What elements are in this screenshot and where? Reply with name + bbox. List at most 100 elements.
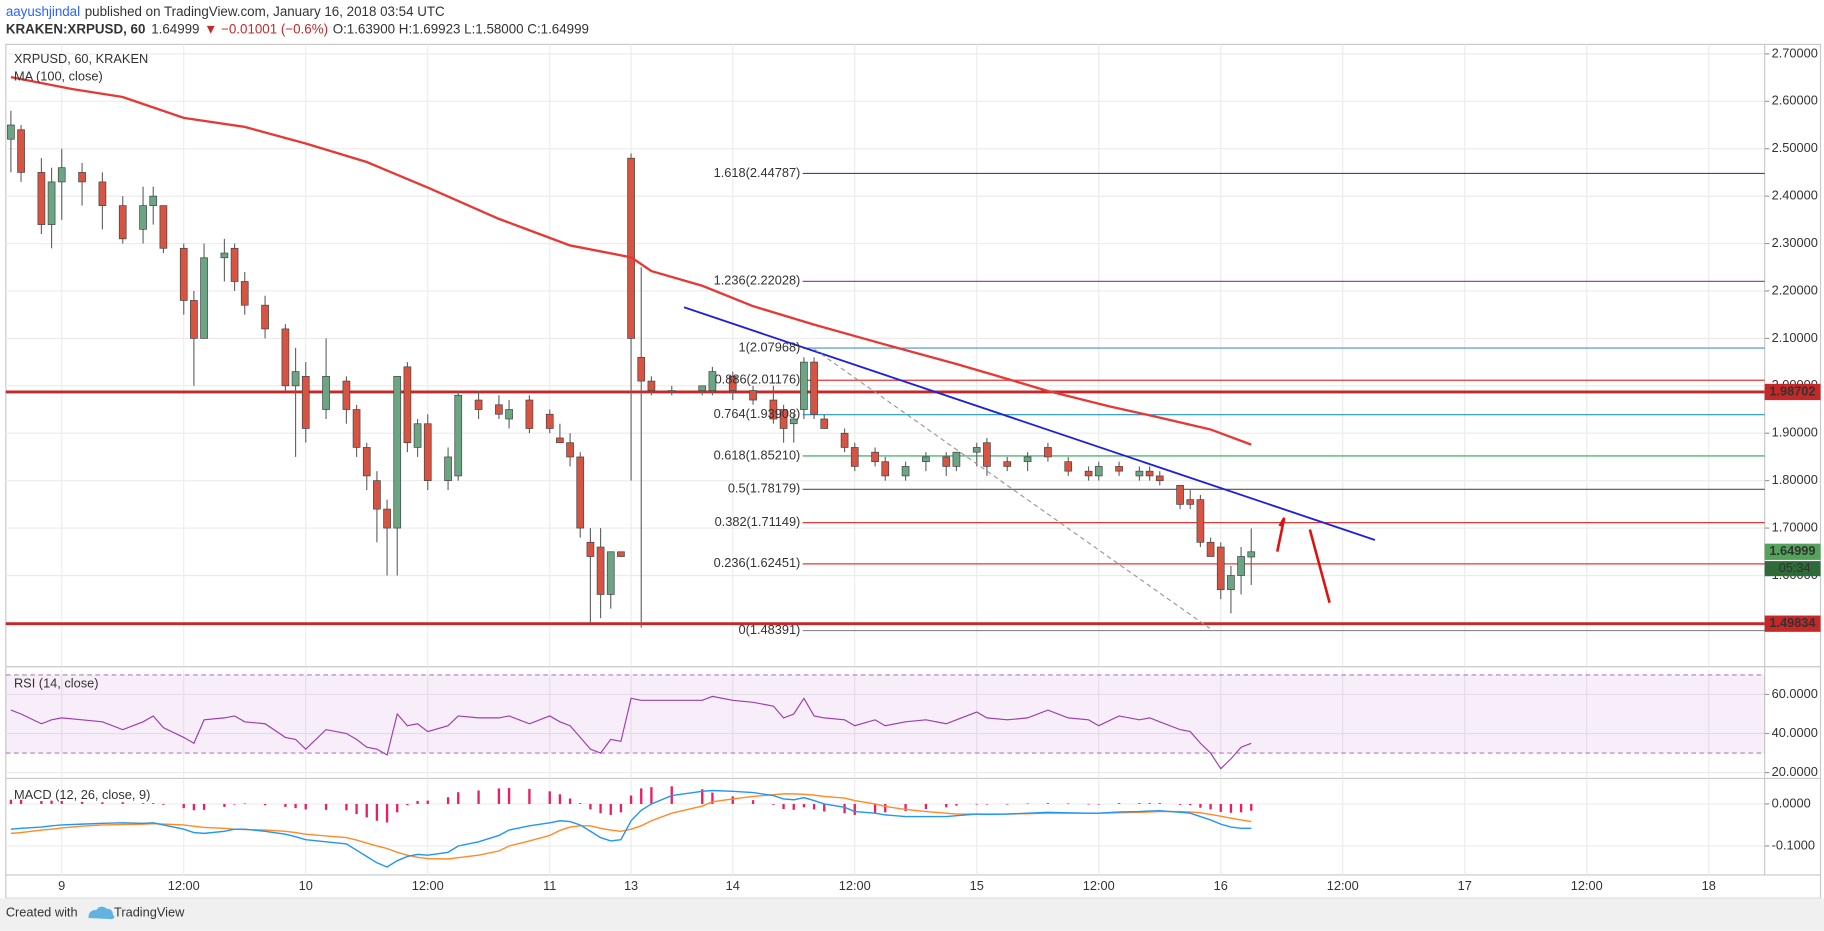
ohlc: O:1.63900 H:1.69923 L:1.58000 C:1.64999: [333, 21, 589, 36]
label-layer: 9 12:00 10 12:00 11 13 14 12:00 15 12:00 16 12:00 17…: [14, 45, 1821, 893]
macd-histogram-bar: [457, 792, 460, 804]
ma-legend: MA (100, close): [14, 68, 103, 83]
fib-label: 0.618(1.85210): [714, 447, 801, 462]
y-tick-label: 2.20000: [1772, 282, 1818, 297]
macd-histogram-bar: [101, 802, 104, 804]
macd-histogram-bar: [365, 803, 368, 818]
arrow-up: [1276, 517, 1286, 552]
candle-body: [47, 181, 56, 225]
rsi-band: [5, 674, 1765, 754]
candle-body: [840, 432, 849, 448]
macd-histogram-bar: [873, 803, 877, 814]
x-tick-label: 14: [726, 878, 740, 893]
macd-histogram-bar: [812, 803, 816, 810]
macd-histogram-bar: [548, 791, 551, 804]
rsi-line: [10, 695, 1252, 770]
macd-histogram-bar: [223, 803, 226, 807]
y-tick-label: 2.50000: [1772, 140, 1818, 155]
x-tick-label: 15: [970, 878, 984, 893]
x-tick-label: 12:00: [168, 878, 200, 893]
candle-body: [871, 451, 879, 463]
candle-body: [281, 328, 290, 387]
grid-layer: [5, 44, 1821, 876]
arrow-down: [1308, 529, 1331, 604]
candle-body: [230, 247, 239, 282]
x-tick-label: 18: [1702, 878, 1716, 893]
candle-body: [1155, 475, 1164, 481]
candle-body: [1227, 575, 1235, 591]
macd-histogram-bar: [80, 801, 84, 804]
candle-body: [1003, 461, 1012, 467]
candle-body: [556, 437, 564, 444]
candle-body: [922, 456, 930, 463]
ma-line: [10, 75, 1252, 446]
footer-brand[interactable]: TradingView: [114, 905, 185, 920]
macd-histogram-bar: [507, 787, 511, 804]
macd-histogram-bar: [975, 803, 978, 805]
macd-histogram-bar: [1189, 803, 1192, 806]
candle-body: [1186, 499, 1195, 505]
macd-histogram-bar: [60, 801, 63, 804]
level-tag: [1764, 383, 1821, 401]
macd-legend: MACD (12, 26, close, 9): [14, 787, 150, 802]
candle-body: [78, 172, 86, 183]
footer-bg: [0, 898, 1824, 931]
macd-histogram-bar: [579, 803, 582, 804]
macd-histogram-bar: [1067, 803, 1070, 805]
candle-body: [322, 375, 330, 410]
macd-histogram-bar: [1209, 803, 1212, 810]
macd-histogram-bar: [345, 803, 348, 811]
macd-histogram-bar: [1250, 803, 1253, 811]
macd-histogram-bar: [1117, 803, 1121, 804]
level-tag-label: 1.49834: [1769, 615, 1816, 630]
candle-body: [7, 124, 15, 140]
macd-histogram-bar: [853, 803, 856, 815]
candle-body: [566, 442, 574, 458]
macd-histogram-bar: [426, 800, 429, 804]
fib-label: 0.236(1.62451): [714, 555, 801, 570]
candle-body: [1115, 466, 1123, 472]
candle-body: [667, 390, 676, 393]
macd-histogram-bar: [823, 803, 826, 812]
macd-histogram-bar: [1199, 803, 1202, 808]
candle-body: [698, 385, 707, 391]
candle-body: [179, 247, 188, 301]
macd-histogram-bar: [650, 787, 653, 804]
macd-histogram-bar: [772, 803, 775, 805]
candle-body: [362, 447, 371, 477]
candle-body: [454, 394, 463, 477]
candle-body: [810, 361, 818, 415]
candle-body: [952, 451, 961, 467]
macd-histogram-bar: [782, 803, 785, 809]
last-price-label: 1.64999: [1769, 543, 1815, 558]
fib-label: 0.382(1.71149): [715, 514, 801, 529]
candle-body: [983, 442, 991, 467]
candle-body: [423, 423, 432, 481]
candle-body: [1094, 466, 1103, 477]
macd-histogram-bar: [1148, 803, 1151, 804]
fib-base-line: [813, 348, 1211, 629]
candle-body: [708, 371, 717, 391]
macd-histogram-bar: [599, 803, 602, 814]
macd-histogram-bar: [497, 788, 501, 804]
candle-body: [1023, 456, 1032, 463]
candle-body: [98, 181, 107, 206]
price: 1.64999: [151, 21, 199, 36]
candle-body: [393, 375, 402, 529]
macd-histogram-bar: [589, 803, 592, 810]
y-tick-label: 1.80000: [1772, 472, 1818, 487]
x-tick-label: 12:00: [839, 878, 871, 893]
macd-histogram-bar: [1046, 803, 1050, 804]
y-tick-label: 20.0000: [1772, 764, 1818, 779]
macd-histogram-bar: [711, 792, 714, 804]
macd-histogram-bar: [701, 789, 704, 804]
author: aayushjindal: [6, 3, 80, 18]
macd-histogram-bar: [324, 803, 328, 810]
macd-histogram-bar: [50, 800, 53, 804]
header-line: aayushjindal published on TradingView.com…: [6, 3, 445, 18]
macd-histogram-bar: [406, 803, 409, 806]
macd-histogram-bar: [1006, 803, 1009, 805]
x-tick-label: 12:00: [1083, 878, 1115, 893]
candle-body: [403, 366, 412, 444]
